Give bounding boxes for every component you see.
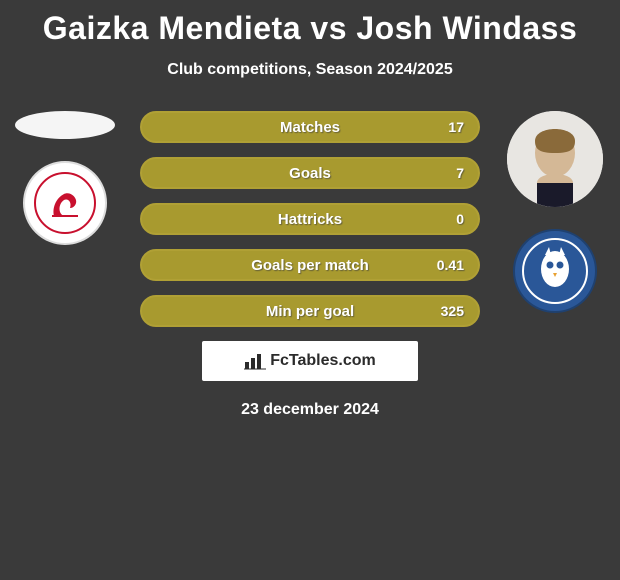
right-player-portrait (507, 111, 603, 207)
page-title: Gaizka Mendieta vs Josh Windass (0, 0, 620, 47)
middlesbrough-icon (34, 172, 96, 234)
stat-bar-goals-per-match: Goals per match 0.41 (140, 249, 480, 281)
stat-label: Hattricks (278, 211, 342, 228)
date-text: 23 december 2024 (0, 401, 620, 419)
bar-chart-icon (244, 352, 266, 370)
stat-value-right: 325 (441, 303, 464, 319)
stat-label: Matches (280, 119, 340, 136)
stat-value-right: 7 (456, 165, 464, 181)
player-avatar-icon (507, 111, 603, 207)
stat-value-right: 17 (448, 119, 464, 135)
subtitle: Club competitions, Season 2024/2025 (0, 61, 620, 79)
stat-bar-min-per-goal: Min per goal 325 (140, 295, 480, 327)
stat-label: Goals (289, 165, 331, 182)
stat-label: Goals per match (251, 257, 369, 274)
comparison-content: Matches 17 Goals 7 Hattricks 0 Goals per… (0, 111, 620, 419)
stat-label: Min per goal (266, 303, 354, 320)
stat-bars: Matches 17 Goals 7 Hattricks 0 Goals per… (140, 111, 480, 327)
stat-bar-goals: Goals 7 (140, 157, 480, 189)
logo-text: FcTables.com (270, 352, 376, 370)
stat-value-right: 0.41 (437, 257, 464, 273)
stat-bar-matches: Matches 17 (140, 111, 480, 143)
left-player-portrait (15, 111, 115, 139)
stat-value-right: 0 (456, 211, 464, 227)
left-player-column (10, 111, 120, 245)
right-club-crest (513, 229, 597, 313)
fctables-logo: FcTables.com (202, 341, 418, 381)
sheffield-wednesday-icon (521, 237, 589, 305)
stat-bar-hattricks: Hattricks 0 (140, 203, 480, 235)
right-player-column (500, 111, 610, 313)
left-club-crest (23, 161, 107, 245)
